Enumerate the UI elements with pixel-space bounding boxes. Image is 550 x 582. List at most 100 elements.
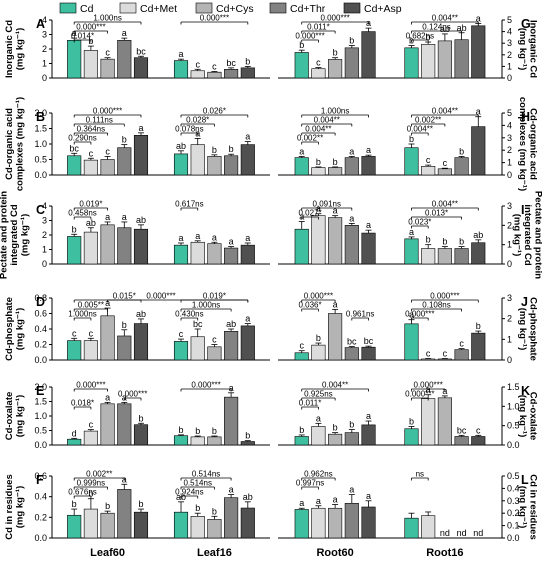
bar <box>294 52 309 79</box>
comparison-annotation: 0.000*** <box>295 32 325 43</box>
panel-letter: K <box>521 384 530 398</box>
p-value-label: 0.000*** <box>430 292 459 301</box>
y-tick-label: 3 <box>42 30 47 40</box>
legend-item: Cd <box>59 2 94 15</box>
y-tick-label: 0.2 <box>34 340 47 350</box>
p-value-label: 0.000*** <box>118 390 147 399</box>
legend-swatch <box>195 2 213 14</box>
y-axis-label-line: (mg kg⁻¹) <box>20 214 31 256</box>
p-value-label: 0.111ns <box>86 116 113 125</box>
bar-group: bc c cba <box>67 123 149 176</box>
significance-letter: a <box>212 232 217 242</box>
significance-letter: c <box>195 59 200 69</box>
panel-letter: I <box>521 203 524 217</box>
y-axis-label-line: complexes (mg kg⁻¹) <box>14 97 25 191</box>
comparison-annotation: 1.000ns <box>68 310 97 321</box>
comparison-annotation: 0.078ns <box>175 125 204 136</box>
p-value-label: 0.514ns <box>192 470 220 479</box>
bar <box>83 50 98 79</box>
bar <box>404 323 419 361</box>
significance-letter: c <box>426 349 431 359</box>
bar <box>294 228 309 265</box>
p-value-label: 0.000*** <box>146 292 175 301</box>
y-axis-label-line: (mg kg⁻¹) <box>517 395 528 437</box>
y-axis-label-line: Pectate and protein <box>533 191 544 279</box>
bar <box>207 519 222 539</box>
bar <box>328 507 343 539</box>
significance-letter: bc <box>136 46 146 56</box>
bar-group: a c c c b <box>404 310 486 361</box>
bar <box>207 346 222 361</box>
significance-letter: a <box>105 392 110 402</box>
y-tick-label: 1 <box>507 240 512 250</box>
significance-letter: b <box>122 320 127 330</box>
y-axis-label: Cd in residues(mg kg⁻¹) <box>4 474 26 539</box>
significance-letter: c <box>179 329 184 339</box>
y-axis-label-line: (mg kg⁻¹) <box>14 395 25 437</box>
p-value-label: 0.997ns <box>296 479 324 488</box>
significance-letter: c <box>459 339 464 349</box>
p-value-label: 0.078ns <box>175 125 203 134</box>
bar <box>311 344 326 361</box>
significance-letter: a <box>316 496 321 506</box>
significance-letter: b <box>459 146 464 156</box>
y-tick-label: 1.5 <box>507 382 520 392</box>
p-value-label: 0.000*** <box>405 310 434 319</box>
bar <box>67 39 82 79</box>
significance-letter: a <box>366 145 371 155</box>
bar <box>173 244 189 265</box>
comparison-annotation: 0.000*** <box>180 14 249 25</box>
significance-letter: b <box>299 40 304 50</box>
p-value-label: 0.000*** <box>320 14 349 23</box>
comparison-annotation: 0.027* <box>298 209 322 220</box>
bar <box>454 248 469 265</box>
comparison-annotation: 0.091ns <box>301 200 353 211</box>
y-tick-label: 0.5 <box>34 426 47 436</box>
significance-letter: d <box>72 428 77 438</box>
bar-group: a a a a a <box>294 485 376 539</box>
p-value-label: 1.000ns <box>192 301 220 310</box>
y-axis-label-line: Cd-oxalate <box>527 392 538 441</box>
legend-swatch <box>119 2 137 14</box>
bar <box>421 358 436 361</box>
significance-letter: ab <box>226 319 236 329</box>
y-axis-label-line: (mg kg⁻¹) <box>517 308 528 350</box>
comparison-annotation: 0.011* <box>299 399 321 410</box>
significance-letter: a <box>138 123 143 133</box>
comparison-annotation: 0.026* <box>180 107 249 118</box>
bar <box>344 157 359 176</box>
significance-letter: c <box>443 349 448 359</box>
bar <box>404 238 419 265</box>
bar <box>328 313 343 361</box>
significance-letter: a <box>476 107 481 117</box>
comparison-annotation: 0.000*** <box>301 14 369 25</box>
legend: Cd Cd+Met Cd+Cys Cd+Thr Cd+Asp <box>59 2 402 15</box>
significance-letter: b <box>72 499 77 509</box>
significance-letter: b <box>72 224 77 234</box>
bar <box>361 156 376 176</box>
significance-letter: a <box>426 385 431 395</box>
significance-letter: a <box>245 233 250 243</box>
y-tick-label: 0.1 <box>507 521 520 531</box>
bar <box>83 508 98 539</box>
bar-group: d c a a b <box>67 392 149 446</box>
p-value-label: 0.026* <box>203 107 226 116</box>
p-value-label: 0.028* <box>186 116 209 125</box>
bar <box>344 47 359 79</box>
p-value-label: 0.000*** <box>200 14 229 23</box>
significance-letter: a <box>409 227 414 237</box>
comparison-annotation: 0.999ns <box>73 479 108 490</box>
comparison-annotation: 0.004** <box>411 107 479 118</box>
bar <box>240 325 255 361</box>
bar <box>224 155 239 176</box>
y-tick-label: 4 <box>507 27 512 37</box>
bar <box>344 502 359 539</box>
significance-letter: b <box>333 157 338 167</box>
bar <box>344 432 359 446</box>
comparison-annotation: 0.000*** <box>73 23 108 34</box>
bar <box>437 358 452 361</box>
p-value-label: 0.924ns <box>175 488 203 497</box>
x-axis-label: Root60 <box>316 547 353 559</box>
